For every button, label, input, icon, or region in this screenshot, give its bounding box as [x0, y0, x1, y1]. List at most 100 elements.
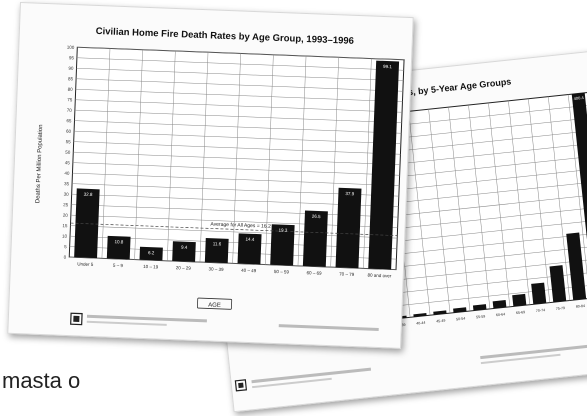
- gridline-x: [101, 48, 111, 259]
- data-label: 10.8: [114, 239, 123, 244]
- data-label: 19.3: [279, 228, 288, 233]
- publisher-logo-mark: [73, 315, 80, 323]
- x-tick-label: 60 – 69: [306, 270, 322, 276]
- data-label: 400.4: [573, 95, 584, 101]
- x-tick-label: 40-44: [416, 321, 426, 326]
- footer-source-line: [480, 353, 561, 365]
- gridline-x: [167, 50, 176, 261]
- publisher-logo: [70, 312, 83, 326]
- y-tick-label: 20: [63, 213, 69, 218]
- bar: [139, 246, 163, 261]
- y-tick-label: 25: [63, 202, 69, 207]
- x-tick-label: 10 – 19: [143, 264, 159, 270]
- gridline-x: [488, 102, 511, 307]
- gridline-x: [508, 100, 531, 305]
- x-tick-label: 40 – 49: [241, 268, 257, 274]
- y-tick-label: 30: [64, 192, 70, 197]
- bar: [270, 224, 295, 266]
- publisher-logo-mark: [238, 382, 244, 389]
- y-tick-label: 45: [65, 160, 71, 165]
- chart-title: Civilian Home Fire Death Rates by Age Gr…: [96, 26, 355, 47]
- footer-note-line: [252, 377, 332, 389]
- x-tick-label: 20 – 29: [176, 265, 192, 271]
- y-tick-label: 0: [64, 255, 67, 260]
- bar: [204, 237, 229, 264]
- x-tick-label: 50 – 59: [274, 269, 290, 275]
- gridline-x: [548, 96, 570, 301]
- bar: [571, 92, 587, 299]
- data-label: 32.8: [84, 192, 93, 197]
- footer-source: [480, 344, 587, 360]
- x-tick-label: 60-64: [496, 312, 506, 317]
- footer-note-line: [86, 320, 167, 326]
- gridline-x: [528, 98, 551, 303]
- gridline-x: [363, 58, 372, 269]
- bar: [106, 235, 131, 260]
- x-tick-label: 65-69: [516, 310, 526, 315]
- x-tick-label: 30 – 39: [208, 266, 224, 272]
- reference-line: [70, 222, 398, 236]
- gridline-x: [297, 56, 307, 266]
- data-label: 9.4: [181, 245, 188, 250]
- y-tick-label: 70: [67, 108, 73, 113]
- y-tick-label: 100: [67, 45, 75, 50]
- bar: [512, 293, 527, 307]
- chart-sheet-fire-deaths: Civilian Home Fire Death Rates by Age Gr…: [7, 2, 414, 349]
- y-tick-label: 95: [69, 55, 75, 60]
- data-label: 99.1: [383, 64, 392, 69]
- bar: [433, 310, 447, 315]
- y-tick-label: 85: [68, 76, 74, 81]
- x-tick-label: 70-74: [536, 308, 546, 313]
- x-tick-label: 5 – 9: [113, 263, 124, 268]
- bar: [335, 187, 362, 269]
- y-tick-label: 35: [64, 181, 70, 186]
- gridline-x: [232, 53, 241, 264]
- bar: [413, 312, 427, 317]
- bar: [549, 265, 567, 303]
- y-tick-label: 60: [66, 129, 72, 134]
- y-tick-label: 40: [64, 171, 70, 176]
- y-tick-label: 65: [66, 118, 72, 123]
- gridline-x: [134, 49, 143, 260]
- gridline-x: [330, 57, 339, 268]
- y-tick-label: 80: [68, 87, 74, 92]
- bar: [302, 210, 328, 267]
- gridline-x: [428, 109, 451, 314]
- gridline-x: [567, 94, 587, 299]
- gridline-x: [468, 104, 491, 309]
- bar: [74, 188, 100, 259]
- bar: [492, 300, 507, 309]
- x-tick-label: Under 5: [77, 261, 94, 267]
- y-tick-label: 15: [62, 223, 68, 228]
- y-tick-label: 75: [67, 97, 73, 102]
- data-label: 6.2: [148, 250, 155, 255]
- y-axis-label: Deaths Per Million Population: [35, 124, 44, 203]
- footer-note: [86, 314, 207, 323]
- y-tick-label: 50: [65, 150, 71, 155]
- x-tick-label: 80-84: [576, 304, 586, 309]
- bar: [172, 241, 196, 262]
- x-tick-label: 75-79: [556, 306, 566, 311]
- bar: [453, 307, 467, 313]
- reference-line-label: Average for All Ages = 16.2: [210, 221, 271, 229]
- gridline-x: [408, 111, 431, 316]
- x-tick-label: 55-59: [476, 314, 486, 319]
- footer-note: [251, 367, 372, 384]
- bar: [237, 233, 262, 265]
- y-tick-label: 55: [66, 139, 72, 144]
- x-axis-label-box: [197, 297, 233, 310]
- data-label: 14.4: [245, 237, 254, 242]
- x-tick-label: 50-54: [456, 317, 466, 322]
- bar: [531, 282, 547, 305]
- bar: [566, 232, 587, 301]
- gridline-x: [265, 54, 274, 265]
- gridline-x: [199, 52, 209, 263]
- data-label: 37.9: [345, 191, 354, 196]
- footer-source: [278, 324, 379, 332]
- partial-caption-text: masta o: [2, 368, 81, 393]
- gridline-x: [448, 107, 471, 312]
- y-tick-label: 10: [62, 234, 68, 239]
- y-tick-label: 90: [68, 66, 74, 71]
- x-axis-label: AGE: [208, 302, 221, 308]
- bar: [472, 304, 487, 311]
